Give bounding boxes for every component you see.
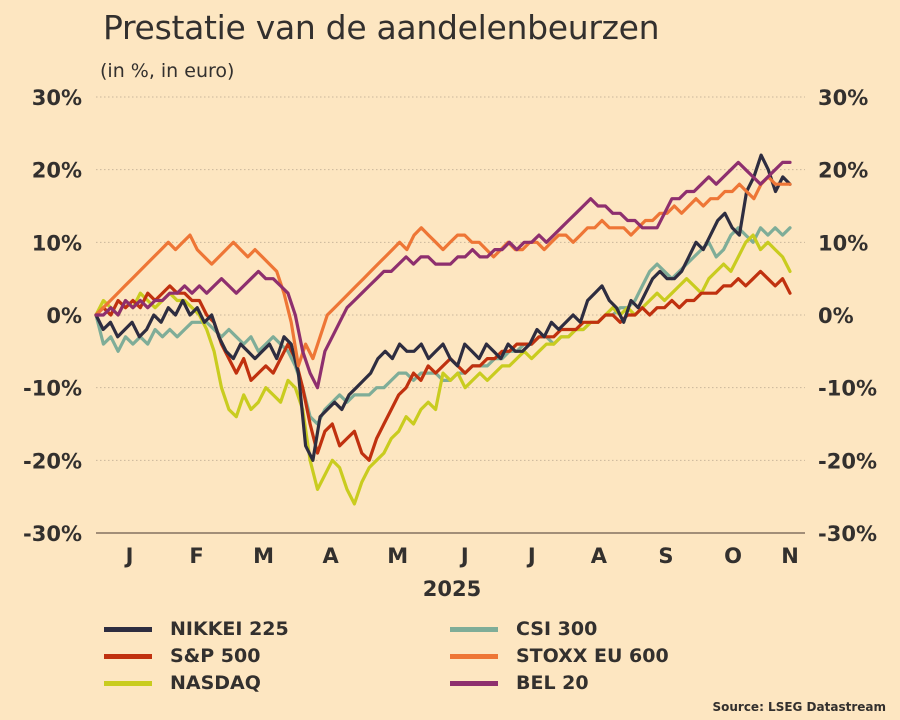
series-line-s-p-500 <box>94 269 792 462</box>
legend-label: CSI 300 <box>516 618 598 640</box>
y-tick-label-left: -20% <box>23 449 82 473</box>
x-tick-label: O <box>724 544 742 568</box>
legend-swatch <box>104 626 152 632</box>
x-tick-label: J <box>526 544 536 568</box>
legend-swatch <box>104 653 152 659</box>
series-lines <box>94 153 792 506</box>
chart-subtitle: (in %, in euro) <box>100 60 235 82</box>
x-tick-label: M <box>253 544 274 568</box>
legend-label: BEL 20 <box>516 672 589 694</box>
y-tick-label-right: 10% <box>818 231 868 255</box>
source-note: Source: LSEG Datastream <box>712 700 886 714</box>
y-tick-label-right: -20% <box>818 449 877 473</box>
x-tick-label: A <box>323 544 340 568</box>
y-axis-right: 30% 20% 10% 0% -10% -20% -30% <box>818 86 877 546</box>
y-tick-label-right: -10% <box>818 377 877 401</box>
y-tick-label-left: 30% <box>32 86 82 110</box>
y-axis-left: 30% 20% 10% 0% -10% -20% -30% <box>23 86 82 546</box>
x-tick-label: A <box>591 544 608 568</box>
legend-label: S&P 500 <box>170 645 261 667</box>
series-line-bel-20 <box>94 160 792 390</box>
y-tick-label-right: -30% <box>818 522 877 546</box>
series-line-nikkei-225 <box>94 153 792 462</box>
legend-item: BEL 20 <box>450 672 589 694</box>
x-tick-label: N <box>781 544 799 568</box>
x-axis-label: 2025 <box>423 577 481 601</box>
x-tick-label: M <box>387 544 408 568</box>
y-tick-label-right: 30% <box>818 86 868 110</box>
x-tick-label: J <box>459 544 469 568</box>
series-line-nasdaq <box>94 233 792 506</box>
legend-label: NIKKEI 225 <box>170 618 289 640</box>
legend-swatch <box>450 680 498 686</box>
series-line-stoxx-eu-600 <box>94 175 792 368</box>
x-tick-label: J <box>124 544 134 568</box>
legend-swatch <box>104 680 152 686</box>
legend-item: NIKKEI 225 <box>104 618 289 640</box>
gridlines <box>96 96 805 534</box>
legend-label: STOXX EU 600 <box>516 645 669 667</box>
y-tick-label-right: 20% <box>818 159 868 183</box>
legend-item: S&P 500 <box>104 645 260 667</box>
legend-swatch <box>450 626 498 632</box>
y-tick-label-left: 10% <box>32 231 82 255</box>
series-line-csi-300 <box>94 226 792 426</box>
y-tick-label-right: 0% <box>818 304 854 328</box>
legend-swatch <box>450 653 498 659</box>
y-tick-label-left: 20% <box>32 159 82 183</box>
legend-label: NASDAQ <box>170 672 261 694</box>
legend-item: NASDAQ <box>104 672 261 694</box>
y-tick-label-left: 0% <box>46 304 82 328</box>
chart-title: Prestatie van de aandelenbeurzen <box>103 8 660 47</box>
x-tick-label: S <box>658 544 673 568</box>
x-tick-label: F <box>189 544 203 568</box>
y-tick-label-left: -10% <box>23 377 82 401</box>
y-tick-label-left: -30% <box>23 522 82 546</box>
legend-item: STOXX EU 600 <box>450 645 669 667</box>
legend-item: CSI 300 <box>450 618 597 640</box>
